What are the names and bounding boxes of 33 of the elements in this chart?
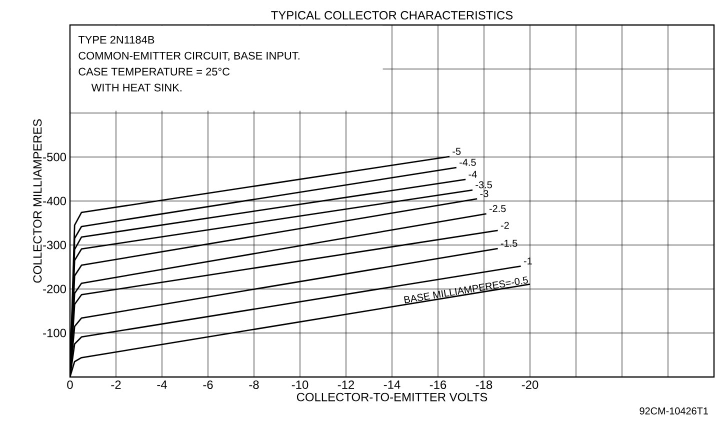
chart-title: TYPICAL COLLECTOR CHARACTERISTICS — [271, 11, 513, 20]
x-tick-label: 0 — [67, 380, 73, 389]
text: 92CM-10426T1 — [640, 407, 708, 414]
x-tick-label: -18 — [476, 380, 492, 389]
series-label: -4 — [468, 170, 477, 178]
y-tick-label: -400 — [43, 196, 66, 206]
series-label: -1.5 — [500, 240, 518, 247]
series-label: -3.5 — [476, 181, 492, 188]
annotation: TYPE 2N1184B — [78, 36, 154, 44]
annotation: COMMON-EMITTER CIRCUIT, BASE INPUT. — [78, 52, 300, 61]
x-tick-label: -4 — [157, 380, 167, 389]
series-label: -5 — [452, 148, 461, 155]
annotation: WITH HEAT SINK. — [91, 84, 182, 92]
x-axis-title: COLLECTOR-TO-EMITTER VOLTS — [296, 392, 488, 402]
x-tick-label: -2 — [111, 380, 121, 389]
y-tick-label: -300 — [43, 240, 66, 250]
x-tick-label: -6 — [203, 380, 213, 389]
y-tick-label: -200 — [43, 284, 66, 294]
y-tick-label: -500 — [43, 152, 66, 162]
y-axis-title: COLLECTOR MILLIAMPERES — [33, 119, 42, 283]
y-tick-label: -100 — [43, 328, 66, 338]
series-label: -4.5 — [460, 158, 476, 166]
x-tick-label: -20 — [522, 380, 538, 389]
x-tick-label: -10 — [292, 380, 308, 389]
x-tick-label: -12 — [338, 380, 354, 389]
x-tick-label: -8 — [249, 380, 259, 389]
series-label: -2 — [500, 222, 509, 229]
x-tick-label: -16 — [430, 380, 446, 389]
series-label: -2.5 — [489, 205, 506, 212]
annotation: CASE TEMPERATURE = 25°C — [78, 68, 230, 76]
series-label: -1 — [524, 258, 532, 264]
x-tick-label: -14 — [384, 380, 400, 389]
series-label: -3 — [480, 190, 488, 198]
